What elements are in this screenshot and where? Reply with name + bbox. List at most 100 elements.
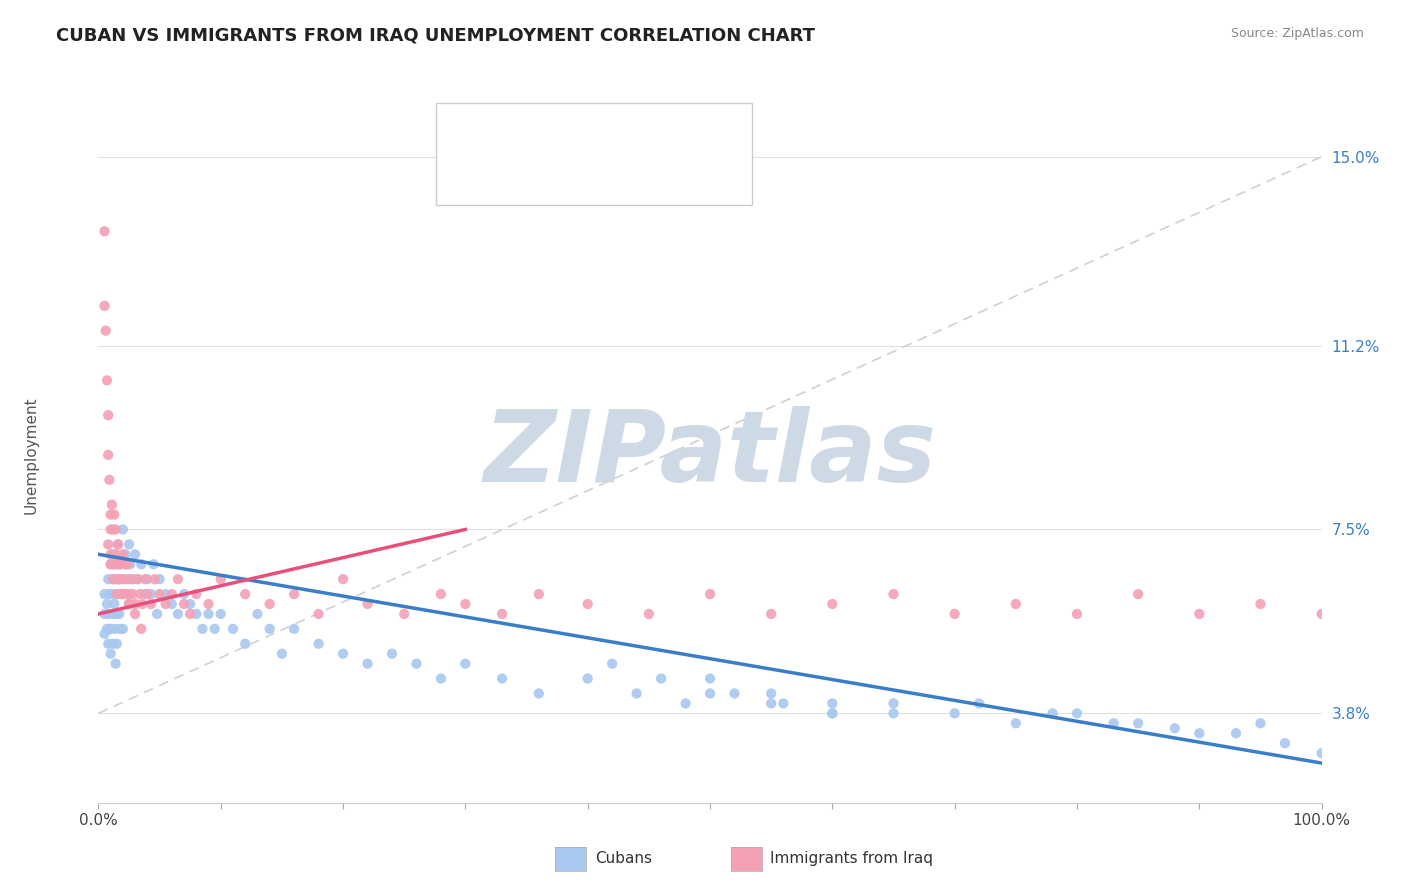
Point (699, 587, 721, 601)
Point (112, 572, 135, 586)
Point (111, 622, 134, 636)
Point (101, 572, 124, 586)
Point (186, 587, 208, 601)
Point (233, 637, 256, 651)
Point (120, 572, 142, 586)
Point (259, 622, 281, 636)
Point (139, 597, 162, 611)
Point (134, 587, 156, 601)
Point (124, 607, 146, 621)
Point (1042, 706, 1064, 721)
Point (637, 607, 661, 621)
Point (107, 572, 129, 586)
Point (1066, 607, 1088, 621)
Point (121, 587, 143, 601)
Point (233, 587, 256, 601)
Point (93, 299, 115, 313)
Point (101, 637, 124, 651)
Point (332, 647, 354, 661)
Point (114, 587, 136, 601)
Point (97, 448, 120, 462)
Point (111, 587, 134, 601)
Point (101, 498, 124, 512)
Point (1225, 726, 1247, 740)
Point (105, 607, 128, 621)
Point (93, 607, 115, 621)
Point (105, 637, 128, 651)
Point (167, 607, 190, 621)
Point (943, 607, 966, 621)
Text: ZIPatlas: ZIPatlas (484, 407, 936, 503)
Point (356, 657, 378, 671)
Point (93, 224, 115, 238)
Point (723, 686, 745, 700)
Point (129, 558, 152, 572)
Point (454, 597, 477, 611)
Point (761, 607, 783, 621)
Point (142, 558, 165, 572)
Point (1066, 706, 1088, 721)
Point (100, 558, 122, 572)
Point (149, 587, 172, 601)
Point (103, 558, 125, 572)
Point (332, 572, 354, 586)
Point (111, 587, 134, 601)
Point (1102, 716, 1125, 731)
Point (1188, 726, 1211, 740)
Text: Unemployment: Unemployment (24, 396, 38, 514)
Point (197, 597, 219, 611)
Text: Source: ZipAtlas.com: Source: ZipAtlas.com (1230, 27, 1364, 40)
Point (699, 672, 721, 686)
Text: Immigrants from Iraq: Immigrants from Iraq (770, 852, 934, 866)
Point (118, 587, 141, 601)
Point (100, 523, 122, 537)
Point (761, 697, 783, 711)
Point (527, 686, 550, 700)
Point (699, 686, 721, 700)
Point (527, 587, 550, 601)
Point (650, 672, 672, 686)
Point (105, 587, 128, 601)
Point (179, 597, 201, 611)
Point (97, 572, 120, 586)
Point (104, 523, 127, 537)
Point (101, 607, 124, 621)
Point (209, 607, 232, 621)
Point (883, 706, 905, 721)
Point (115, 587, 138, 601)
Point (430, 672, 453, 686)
Point (821, 597, 844, 611)
Point (626, 686, 648, 700)
Text: Cubans: Cubans (595, 852, 652, 866)
Point (104, 547, 127, 561)
Point (136, 587, 159, 601)
Point (110, 558, 132, 572)
Text: R =  0.199: R = 0.199 (492, 169, 581, 186)
Point (259, 597, 281, 611)
Point (96, 622, 118, 636)
Point (491, 672, 513, 686)
Point (103, 597, 125, 611)
Point (146, 607, 169, 621)
Point (103, 547, 125, 561)
Point (118, 597, 141, 611)
Point (1004, 716, 1026, 731)
Point (821, 706, 844, 721)
Point (392, 607, 416, 621)
Point (1274, 736, 1296, 750)
Point (93, 587, 115, 601)
Point (491, 607, 513, 621)
Point (100, 547, 122, 561)
Text: CUBAN VS IMMIGRANTS FROM IRAQ UNEMPLOYMENT CORRELATION CHART: CUBAN VS IMMIGRANTS FROM IRAQ UNEMPLOYME… (56, 27, 815, 45)
Point (204, 622, 226, 636)
Point (405, 657, 427, 671)
Point (93, 627, 115, 641)
Point (110, 622, 132, 636)
Point (600, 657, 623, 671)
Point (101, 572, 124, 586)
Point (134, 572, 156, 586)
Point (107, 537, 129, 551)
Point (110, 572, 132, 586)
Point (97, 607, 120, 621)
Point (104, 657, 127, 671)
